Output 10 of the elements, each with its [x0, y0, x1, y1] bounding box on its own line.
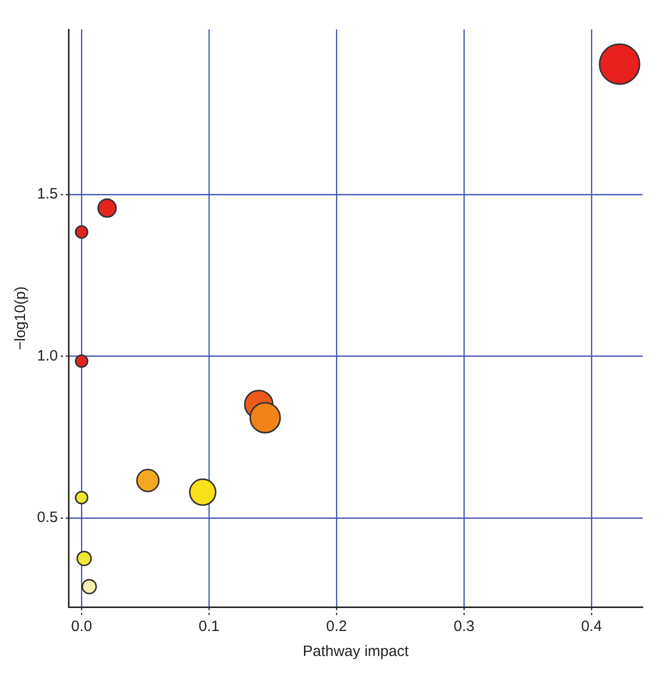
y-tick-label: 1.0 — [36, 347, 58, 364]
y-axis-title: −log10(p) — [12, 286, 30, 350]
x-tick-label: 0.3 — [454, 618, 474, 636]
x-tick-label: 0.2 — [326, 618, 347, 636]
y-tick-label: 1.5 — [36, 186, 58, 203]
x-tick-label: 0.1 — [198, 618, 220, 636]
y-tick-label: 0.5 — [36, 509, 58, 526]
x-tick-label: 0.0 — [71, 618, 92, 636]
x-axis-title: Pathway impact — [302, 643, 410, 660]
x-tick-label: 0.4 — [581, 618, 602, 636]
